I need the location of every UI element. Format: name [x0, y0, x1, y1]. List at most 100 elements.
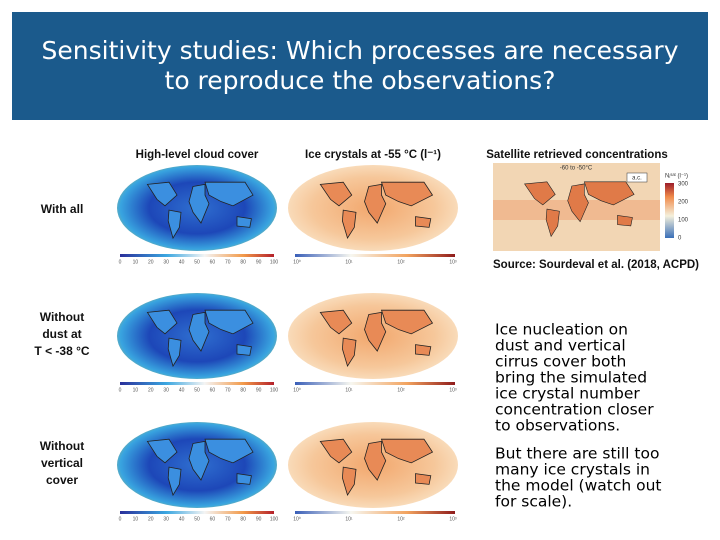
colorbar-tick: 40	[179, 387, 185, 393]
colorbar-tick: 0	[119, 516, 122, 522]
continent	[364, 183, 387, 224]
continent	[204, 438, 254, 464]
continent	[341, 466, 357, 497]
colorbar	[295, 511, 455, 514]
colorbar-tick: 10⁰	[293, 387, 301, 393]
continent	[380, 438, 434, 464]
continent	[415, 473, 432, 485]
body-text: bring the simulated	[495, 369, 647, 387]
row-label: vertical	[41, 456, 83, 470]
continent	[146, 438, 178, 464]
continent	[380, 181, 434, 207]
panel-tag-box	[626, 172, 648, 183]
colorbar-tick: 10³	[449, 387, 457, 393]
colorbar-tick: 60	[210, 259, 216, 265]
colorbar-tick: 10¹	[345, 516, 353, 522]
body-text: dust and vertical	[495, 337, 626, 355]
colorbar	[120, 511, 274, 514]
continent	[188, 311, 210, 352]
continent	[167, 466, 182, 497]
colorbar-tick: 10²	[397, 516, 405, 522]
continent	[204, 309, 254, 335]
colorbar-tick: 70	[225, 387, 231, 393]
continent	[167, 209, 182, 240]
colorbar-tick: 30	[163, 259, 169, 265]
row-label: T < -38 °C	[34, 344, 89, 358]
colorbar-tick: 90	[256, 516, 262, 522]
row-label: Without	[40, 439, 85, 453]
continent	[545, 208, 560, 238]
body-text: cirrus cover both	[495, 353, 626, 371]
body-text: many ice crystals in	[495, 461, 650, 479]
continent	[236, 344, 252, 356]
colorbar-tick: 80	[240, 259, 246, 265]
colorbar-tick: 100	[270, 387, 279, 393]
column-header: Satellite retrieved concentrations	[486, 149, 668, 161]
column-header: High-level cloud cover	[136, 149, 259, 161]
continent	[146, 309, 178, 335]
body-text: But there are still too	[495, 445, 659, 463]
continent	[188, 183, 210, 224]
continent	[583, 181, 635, 206]
continent	[364, 440, 387, 481]
title-bar	[12, 12, 708, 120]
body-text: for scale).	[495, 493, 572, 511]
colorbar	[295, 382, 455, 385]
column-header: Ice crystals at -55 °C (l⁻¹)	[305, 149, 441, 161]
continent	[524, 181, 556, 206]
colorbar-tick: 50	[194, 516, 200, 522]
colorbar-tick: 300	[678, 182, 689, 188]
colorbar-tick: 100	[270, 259, 279, 265]
body-text: to observations.	[495, 417, 620, 435]
colorbar-tick: 60	[210, 516, 216, 522]
colorbar-tick: 30	[163, 387, 169, 393]
continent	[319, 438, 353, 464]
colorbar-tick: 10³	[449, 259, 457, 265]
colorbar-tick: 10	[133, 387, 139, 393]
colorbar	[120, 382, 274, 385]
colorbar-tick: 200	[678, 200, 689, 206]
colorbar-tick: 20	[148, 516, 154, 522]
satellite-range: -60 to -50°C	[560, 166, 593, 172]
colorbar-tick: 10³	[449, 516, 457, 522]
colorbar-tick: 50	[194, 259, 200, 265]
continent	[236, 216, 252, 228]
colorbar-tick: 0	[678, 236, 682, 242]
colorbar-tick: 10²	[397, 387, 405, 393]
continent	[204, 181, 254, 207]
colorbar-tick: 80	[240, 516, 246, 522]
satellite-unit: Nᵢˢᵃᵗ (l⁻¹)	[665, 173, 688, 180]
continent	[617, 215, 633, 227]
colorbar-tick: 70	[225, 516, 231, 522]
continent	[364, 311, 387, 352]
row-label: cover	[46, 473, 78, 487]
continent	[415, 344, 432, 356]
colorbar-tick: 10¹	[345, 259, 353, 265]
continent	[236, 473, 252, 485]
body-text: concentration closer	[495, 401, 654, 419]
row-label: With all	[41, 202, 84, 216]
colorbar-tick: 80	[240, 387, 246, 393]
continent	[167, 337, 182, 368]
colorbar-tick: 40	[179, 516, 185, 522]
colorbar	[295, 254, 455, 257]
colorbar-tick: 50	[194, 387, 200, 393]
colorbar-tick: 70	[225, 259, 231, 265]
body-text: ice crystal number	[495, 385, 640, 403]
row-label: dust at	[42, 327, 81, 341]
slide-title: Sensitivity studies: Which processes are…	[42, 36, 679, 65]
continent	[146, 181, 178, 207]
colorbar-tick: 0	[119, 259, 122, 265]
continent	[341, 337, 357, 368]
continent	[188, 440, 210, 481]
colorbar-tick: 40	[179, 259, 185, 265]
colorbar-tick: 10	[133, 516, 139, 522]
colorbar	[665, 183, 674, 238]
continent	[380, 309, 434, 335]
colorbar-tick: 10	[133, 259, 139, 265]
colorbar-tick: 90	[256, 387, 262, 393]
colorbar-tick: 10⁰	[293, 259, 301, 265]
colorbar-tick: 10⁰	[293, 516, 301, 522]
continent	[415, 216, 432, 228]
